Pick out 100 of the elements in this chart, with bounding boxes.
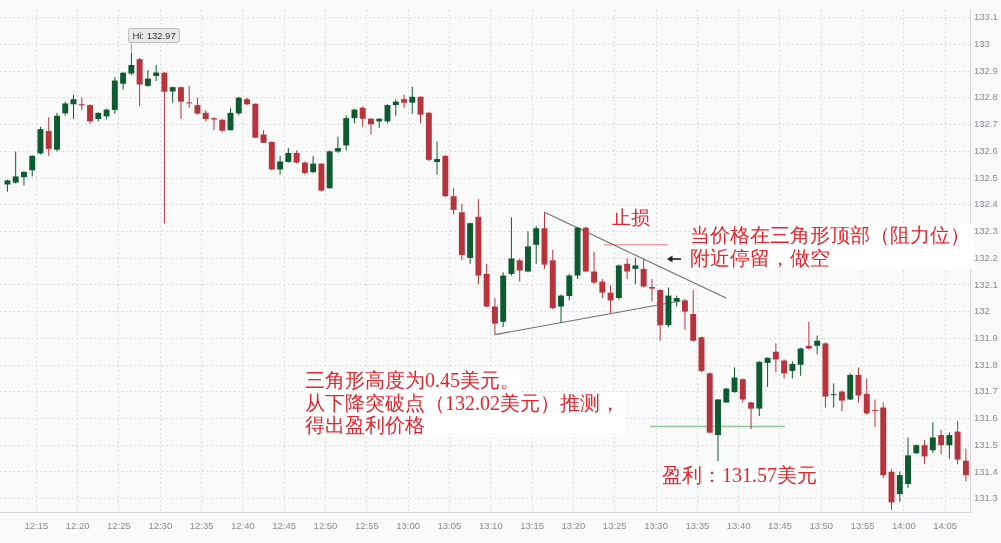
- y-tick-label: 131.9: [974, 331, 998, 343]
- annotation: 三角形高度为0.45美元。: [305, 369, 520, 392]
- candlestick: [764, 356, 771, 388]
- candlestick: [12, 151, 19, 184]
- candlestick: [739, 377, 746, 403]
- candlestick: [401, 94, 408, 109]
- candlestick: [161, 71, 168, 224]
- candlestick: [310, 155, 317, 174]
- y-tick-label: 132.1: [974, 278, 998, 290]
- candlestick: [177, 86, 184, 120]
- x-tick-label: 13:00: [396, 520, 421, 532]
- x-tick-label: 12:45: [272, 520, 297, 532]
- x-tick-label: 12:20: [65, 520, 90, 532]
- x-tick-label: 13:35: [685, 520, 710, 532]
- y-tick-label: 131.6: [974, 412, 998, 424]
- y-tick-label: 131.4: [974, 465, 998, 477]
- candlestick: [508, 216, 515, 277]
- x-tick-label: 14:00: [892, 520, 916, 532]
- x-tick-label: 12:15: [24, 520, 49, 532]
- candlestick: [946, 432, 953, 460]
- candlestick: [87, 103, 93, 125]
- candlestick: [277, 155, 284, 176]
- y-tick-label: 132.9: [974, 64, 998, 76]
- x-tick-label: 13:10: [478, 520, 503, 532]
- candlestick: [533, 225, 540, 265]
- candlestick: [29, 154, 36, 177]
- candlestick: [855, 366, 862, 403]
- candlestick: [359, 105, 366, 128]
- x-tick-label: 13:50: [809, 520, 834, 532]
- candlestick: [863, 377, 870, 415]
- candlestick: [962, 448, 969, 482]
- candlestick: [632, 257, 639, 285]
- y-tick-label: 131.8: [974, 358, 998, 370]
- candlestick: [838, 390, 845, 412]
- x-tick-label: 12:50: [313, 520, 338, 532]
- annotation: Hi: 132.97: [128, 28, 180, 44]
- x-tick-label: 12:30: [148, 520, 173, 532]
- candlestick: [781, 358, 788, 379]
- y-tick-label: 132.2: [974, 251, 998, 263]
- candlestick: [186, 85, 193, 109]
- x-tick-label: 13:20: [561, 520, 586, 532]
- y-tick-label: 132.4: [974, 198, 998, 210]
- y-tick-label: 132.7: [974, 118, 998, 130]
- y-tick-label: 133: [974, 38, 990, 50]
- candlestick: [929, 421, 936, 454]
- y-tick-label: 132.5: [974, 171, 998, 183]
- candlestick: [368, 117, 374, 135]
- candlestick: [450, 187, 457, 216]
- x-tick-label: 12:40: [231, 520, 255, 532]
- candlestick: [797, 347, 804, 377]
- y-tick-label: 133.1: [974, 11, 998, 23]
- x-tick-label: 13:55: [850, 520, 875, 532]
- candlestick: [491, 297, 498, 335]
- x-tick-label: 12:25: [107, 520, 131, 532]
- candlestick: [417, 95, 424, 124]
- y-tick-label: 132: [974, 305, 990, 317]
- x-tick-label: 13:15: [520, 520, 544, 532]
- x-tick-label: 13:40: [726, 520, 751, 532]
- candlestick: [20, 170, 27, 187]
- candlestick: [648, 278, 655, 302]
- candlestick: [144, 69, 151, 88]
- x-tick-label: 13:30: [644, 520, 668, 532]
- candlestick: [591, 251, 598, 285]
- candlestick: [128, 51, 135, 76]
- candlestick: [748, 401, 755, 430]
- candlestick: [334, 136, 341, 154]
- y-tick-label: 131.7: [974, 385, 998, 397]
- candlestick: [566, 273, 573, 301]
- annotation: 从下降突破点（132.02美元）推测，得出盈利价格: [305, 391, 625, 437]
- candlestick: [772, 342, 779, 373]
- y-tick-label: 132.8: [974, 91, 998, 103]
- x-tick-label: 14:05: [933, 520, 958, 532]
- x-tick-label: 12:35: [189, 520, 214, 532]
- candlestick: [235, 96, 242, 116]
- candlestick: [896, 471, 903, 503]
- candlestick: [409, 86, 416, 115]
- y-tick-label: 131.5: [974, 438, 998, 450]
- candlestick: [516, 257, 523, 283]
- y-tick-label: 132.6: [974, 144, 998, 156]
- candlestick: [814, 335, 821, 355]
- ref-line-label: 止损: [612, 206, 650, 230]
- candlestick: [45, 116, 52, 157]
- candlestick: [830, 382, 837, 409]
- ref-line-label: 盈利：131.57美元: [662, 463, 817, 486]
- candlestick: [211, 116, 217, 131]
- candlestick: [558, 294, 564, 324]
- candlestick: [607, 284, 614, 314]
- candlestick: [434, 140, 441, 176]
- candlestick: [624, 257, 631, 280]
- candlestick: [599, 278, 606, 299]
- x-tick-label: 13:25: [602, 520, 627, 532]
- candlestick: [938, 429, 945, 455]
- candlestick: [640, 258, 647, 289]
- y-tick-label: 132.3: [974, 225, 998, 237]
- y-tick-label: 131.3: [974, 492, 998, 504]
- x-tick-label: 12:55: [354, 520, 379, 532]
- candlestick: [921, 439, 928, 465]
- annotation: 当价格在三角形顶部（阻力位）附近停留，做空: [690, 224, 974, 269]
- x-tick-label: 13:45: [768, 520, 792, 532]
- x-tick-label: 13:05: [437, 520, 462, 532]
